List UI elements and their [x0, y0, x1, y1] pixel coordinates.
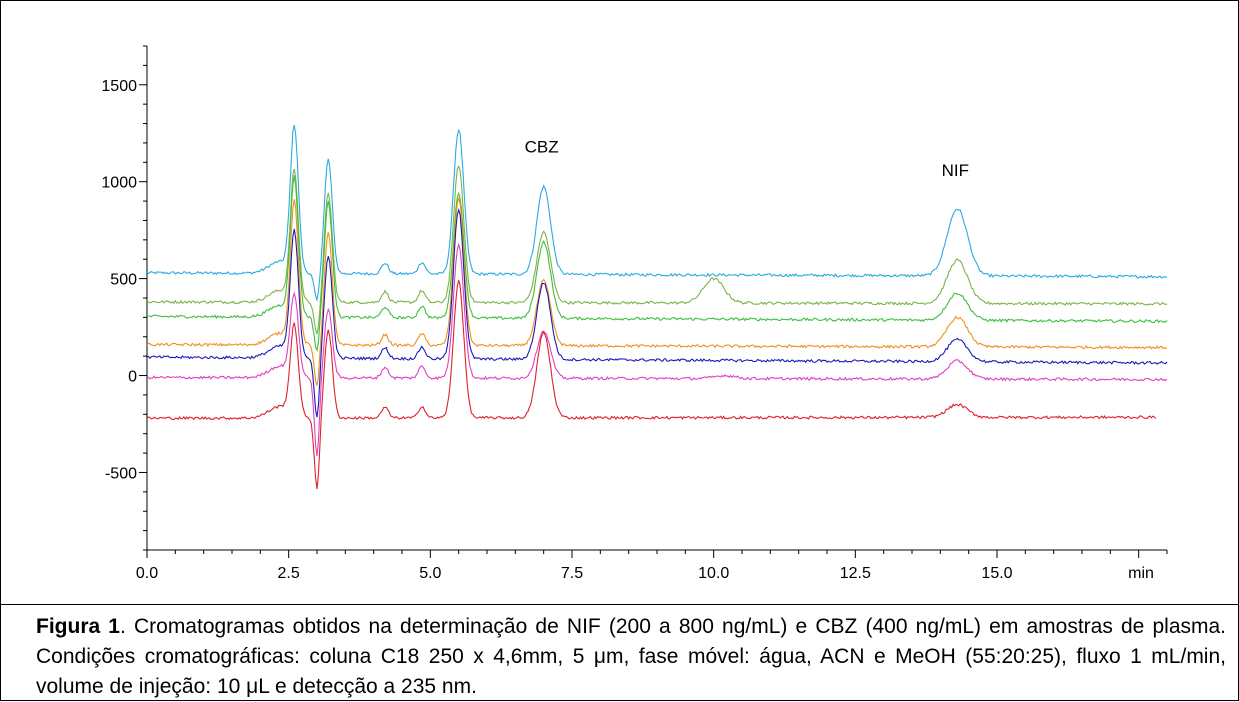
- chart-labels: 0.0 2.5 5.0 7.5 10.0 12.5 15.0 min 1500 1000 500 0 -…: [101, 78, 1153, 582]
- peak-annotation: NIF: [942, 161, 969, 180]
- chromatogram-trace: [146, 124, 1168, 302]
- x-tick-label: 12.5: [840, 565, 871, 582]
- chart-axes: [139, 45, 1168, 558]
- chromatogram-trace: [146, 175, 1168, 352]
- peak-annotation: CBZ: [525, 138, 559, 157]
- chromatogram-trace: [146, 242, 1168, 456]
- caption-box: [0, 604, 1239, 701]
- x-tick-label: 0.0: [136, 565, 158, 582]
- chromatogram-trace: [146, 197, 1168, 386]
- caption-lead: Figura 1: [36, 615, 120, 638]
- x-tick-label: 5.0: [419, 565, 441, 582]
- y-tick-label: -500: [105, 465, 137, 482]
- x-tick-label: 10.0: [698, 565, 729, 582]
- chromatogram-trace: [146, 207, 1168, 418]
- x-axis-label: min: [1128, 565, 1154, 582]
- y-tick-label: 1500: [101, 78, 137, 95]
- caption-text: . Cromatogramas obtidos na determinação …: [36, 615, 1227, 698]
- chromatogram-trace: [146, 280, 1157, 490]
- x-tick-label: 7.5: [561, 565, 583, 582]
- x-tick-label: 2.5: [278, 565, 300, 582]
- y-tick-label: 0: [128, 369, 137, 386]
- chromatogram-trace: [146, 164, 1168, 335]
- y-tick-label: 1000: [101, 175, 137, 192]
- chart-series: [146, 124, 1168, 490]
- figure-caption: Figura 1. Cromatogramas obtidos na deter…: [36, 612, 1226, 702]
- chromatogram-chart: 0.0 2.5 5.0 7.5 10.0 12.5 15.0 min 1500 1000 500 0 -…: [101, 45, 1168, 582]
- x-tick-label: 15.0: [981, 565, 1012, 582]
- y-tick-label: 500: [110, 272, 137, 289]
